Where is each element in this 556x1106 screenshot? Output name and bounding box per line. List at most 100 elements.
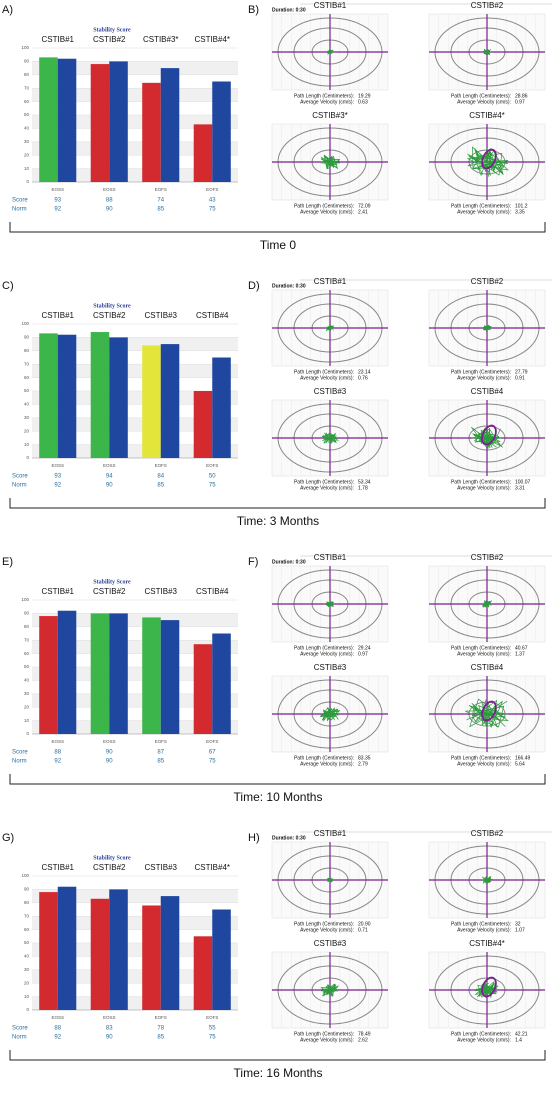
velocity-value: 1.78	[358, 485, 368, 491]
path-length-label: Path Length (Centimeters):	[451, 479, 511, 485]
y-tick-label: 80	[24, 72, 30, 77]
path-length-value: 101.2	[515, 203, 528, 209]
row-label: Score	[12, 474, 28, 480]
path-length-label: Path Length (Centimeters):	[451, 921, 511, 927]
grid-band	[32, 996, 238, 1010]
y-tick-label: 50	[24, 940, 30, 945]
velocity-label: Average Velocity (cm/s):	[300, 1037, 354, 1043]
bar	[212, 909, 231, 1010]
velocity-label: Average Velocity (cm/s):	[457, 375, 511, 381]
grid-band	[32, 417, 238, 432]
y-tick-label: 0	[26, 731, 29, 736]
velocity-value: 1.07	[515, 927, 525, 933]
path-length-label: Path Length (Centimeters):	[294, 369, 354, 375]
path-length-label: Path Length (Centimeters):	[451, 1031, 511, 1037]
condition-label: EOSS	[103, 463, 116, 468]
grid-band	[32, 640, 238, 654]
path-length-value: 72.09	[358, 203, 371, 209]
velocity-value: 5.64	[515, 761, 525, 767]
value-label: 90	[106, 483, 113, 489]
bar	[39, 57, 58, 182]
plot-title: CSTIB#1	[314, 1, 347, 10]
plot-title: CSTIB#3*	[312, 111, 348, 120]
sway-trace	[326, 877, 334, 883]
time-label: Time: 10 Months	[234, 790, 323, 804]
value-label: 75	[209, 759, 216, 765]
sway-trace	[482, 324, 493, 333]
value-label: 78	[157, 1026, 164, 1032]
grid-band	[32, 693, 238, 708]
value-label: 88	[54, 750, 61, 756]
path-length-label: Path Length (Centimeters):	[294, 645, 354, 651]
bracket	[9, 774, 546, 785]
sway-trace	[327, 49, 334, 55]
bar	[212, 81, 231, 182]
grid-band	[32, 613, 238, 627]
chart-title: Stability Score	[93, 855, 131, 861]
bar	[57, 334, 77, 458]
value-label: 85	[157, 483, 164, 489]
grid-band	[32, 943, 238, 957]
plot-title: CSTIB#4	[471, 387, 504, 396]
panel-label: H)	[248, 832, 260, 844]
bar	[109, 337, 128, 458]
y-tick-label: 100	[21, 45, 29, 50]
y-tick-label: 0	[26, 455, 29, 460]
velocity-value: 1.37	[515, 651, 525, 657]
panel-label: G)	[2, 832, 14, 844]
category-label: CSTIB#2	[93, 35, 126, 44]
duration: Duration: 0:30	[272, 283, 306, 289]
y-tick-label: 20	[24, 704, 30, 709]
plot-title: CSTIB#3	[314, 663, 347, 672]
grid-band	[32, 720, 238, 734]
bar	[57, 610, 77, 734]
sway-trace	[467, 146, 509, 177]
plot-title: CSTIB#1	[314, 553, 347, 562]
sway-trace	[481, 600, 492, 608]
condition-label: EOSS	[51, 1015, 64, 1020]
sway-trace	[482, 48, 492, 56]
category-label: CSTIB#2	[93, 311, 126, 320]
value-label: 90	[106, 207, 113, 213]
y-tick-label: 30	[24, 967, 30, 972]
y-tick-label: 30	[24, 139, 30, 144]
category-label: CSTIB#3	[145, 587, 178, 596]
path-length-label: Path Length (Centimeters):	[294, 1031, 354, 1037]
bar	[193, 936, 213, 1010]
bracket	[9, 498, 546, 509]
plot-title: CSTIB#1	[314, 829, 347, 838]
sway-trace	[320, 983, 339, 997]
grid-band	[32, 141, 238, 156]
path-length-value: 23.14	[358, 369, 371, 375]
bar	[109, 613, 128, 734]
plot-title: CSTIB#3	[314, 387, 347, 396]
category-label: CSTIB#4	[196, 587, 229, 596]
path-length-label: Path Length (Centimeters):	[451, 93, 511, 99]
velocity-label: Average Velocity (cm/s):	[300, 927, 354, 933]
sway-ellipse	[481, 976, 497, 998]
category-label: CSTIB#2	[93, 863, 126, 872]
category-label: CSTIB#4*	[194, 35, 230, 44]
grid-band	[32, 168, 238, 182]
bar	[142, 905, 161, 1010]
value-label: 92	[54, 483, 61, 489]
bar	[90, 64, 110, 182]
value-label: 85	[157, 1035, 164, 1041]
value-label: 75	[209, 207, 216, 213]
condition-label: EOSS	[51, 463, 64, 468]
path-length-value: 27.79	[515, 369, 528, 375]
y-tick-label: 60	[24, 375, 30, 380]
path-length-label: Path Length (Centimeters):	[294, 203, 354, 209]
path-length-label: Path Length (Centimeters):	[294, 93, 354, 99]
path-length-value: 83.35	[358, 755, 371, 761]
y-tick-label: 20	[24, 980, 30, 985]
bar	[142, 617, 161, 734]
grid-band	[32, 61, 238, 75]
plot-title: CSTIB#2	[471, 553, 504, 562]
panel-label: C)	[2, 280, 14, 292]
velocity-value: 0.97	[515, 99, 525, 105]
y-tick-label: 100	[21, 873, 29, 878]
value-label: 92	[54, 1035, 61, 1041]
sway-trace	[321, 432, 340, 445]
